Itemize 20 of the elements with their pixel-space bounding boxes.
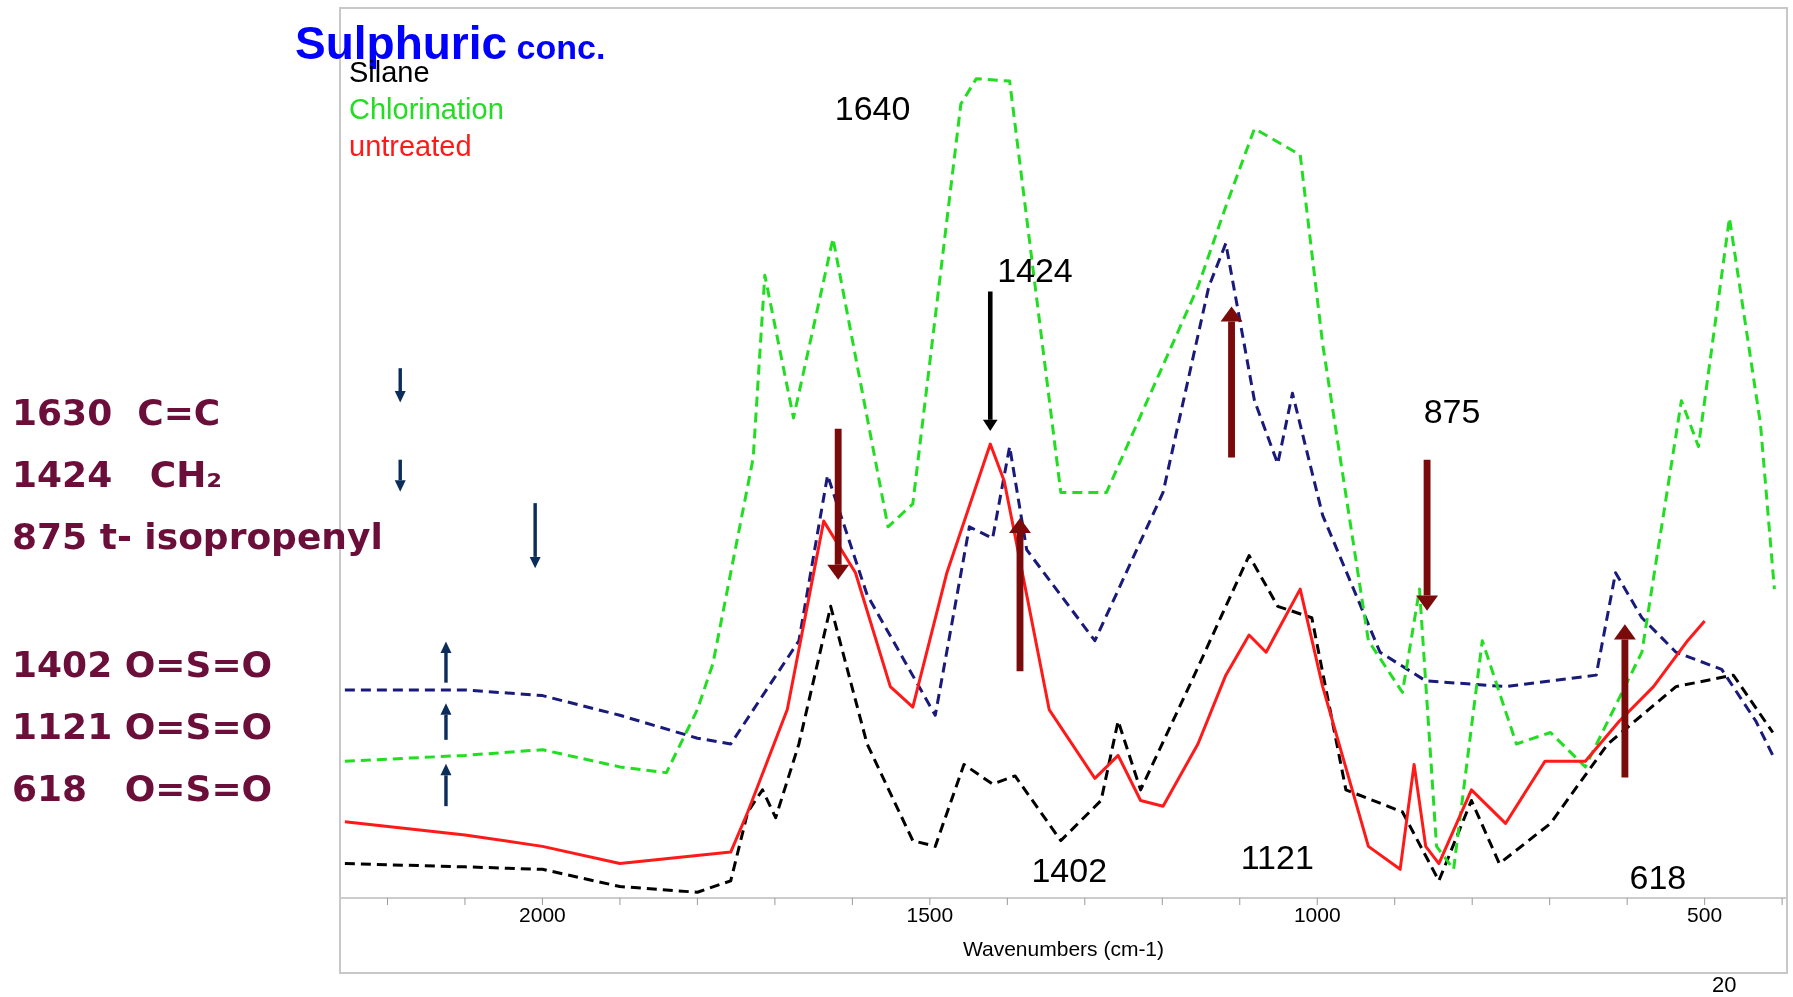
text: 20 (1712, 972, 1737, 997)
text: Chlorination (349, 92, 504, 127)
x-tick-label: 500 (1687, 902, 1723, 926)
text: 1424 CH₂ (12, 454, 223, 495)
annotation: 875 (1423, 391, 1481, 431)
x-axis-title: Wavenumbers (cm-1) (962, 937, 1165, 960)
text: 1402 O=S=O (12, 644, 273, 685)
annotation: 1424 (997, 251, 1073, 290)
text: 1630 C=C (12, 392, 221, 433)
text: 1121 O=S=O (12, 706, 273, 747)
x-tick-label: 1000 (1293, 902, 1341, 926)
x-tick-label: 1500 (906, 902, 954, 926)
text: 618 O=S=O (12, 768, 273, 809)
annotation: 875 t- isopropenyl (12, 516, 383, 557)
annotation: 1402 (1031, 851, 1108, 891)
annotation: 618 (1629, 858, 1687, 898)
x-tick-label: 2000 (519, 902, 566, 926)
annotation: 1640 (834, 88, 911, 128)
text: untreated (349, 129, 473, 164)
annotation: 1121 (1240, 837, 1314, 877)
